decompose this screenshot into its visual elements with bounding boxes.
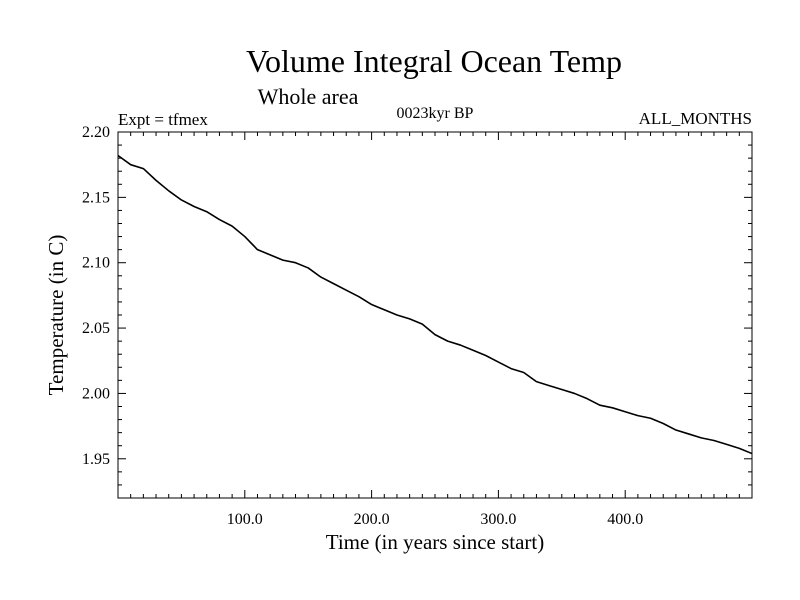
y-tick-label: 2.10 xyxy=(82,255,110,272)
x-tick-label: 100.0 xyxy=(227,511,263,528)
y-axis-label: Temperature (in C) xyxy=(44,235,68,396)
y-tick-label: 2.05 xyxy=(82,320,110,337)
y-tick-label: 1.95 xyxy=(82,451,110,468)
y-tick-label: 2.00 xyxy=(82,385,110,402)
expt-annotation: Expt = tfmex xyxy=(118,110,208,129)
x-tick-label: 300.0 xyxy=(480,511,516,528)
x-tick-label: 200.0 xyxy=(354,511,390,528)
y-axis: 1.95 2.00 2.05 2.10 2.15 2.20 xyxy=(82,124,110,468)
y-tick-label: 2.20 xyxy=(82,124,110,141)
x-tick-label: 400.0 xyxy=(607,511,643,528)
temperature-series-line xyxy=(117,154,753,455)
plot-frame xyxy=(117,131,753,499)
chart-title: Volume Integral Ocean Temp xyxy=(246,43,622,79)
period-annotation: 0023kyr BP xyxy=(397,105,474,122)
chart-subtitle: Whole area xyxy=(258,84,359,109)
y-tick-label: 2.15 xyxy=(82,189,110,206)
minor-ticks xyxy=(118,132,752,498)
x-axis-label: Time (in years since start) xyxy=(326,530,545,554)
months-annotation: ALL_MONTHS xyxy=(639,109,752,128)
x-axis: 100.0 200.0 300.0 400.0 xyxy=(227,511,643,528)
